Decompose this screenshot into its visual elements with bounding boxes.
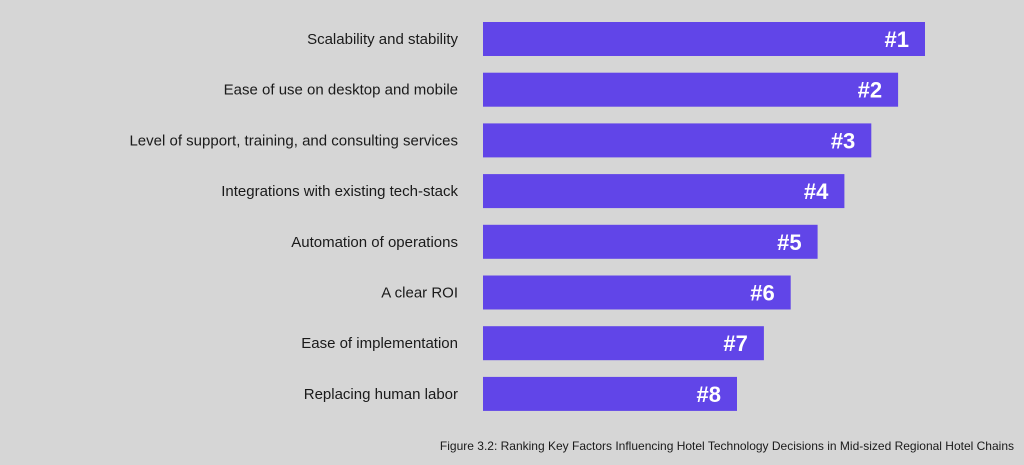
- category-label-4: Integrations with existing tech-stack: [221, 183, 458, 200]
- category-label-3: Level of support, training, and consulti…: [129, 132, 458, 149]
- rank-label-8: #8: [697, 382, 721, 407]
- rank-label-6: #6: [750, 281, 774, 306]
- category-label-2: Ease of use on desktop and mobile: [224, 82, 458, 99]
- category-label-1: Scalability and stability: [307, 31, 458, 48]
- rank-label-5: #5: [777, 230, 801, 255]
- category-label-8: Replacing human labor: [304, 386, 458, 403]
- bar-7: [483, 326, 764, 361]
- rank-label-3: #3: [831, 128, 855, 153]
- bar-2: [483, 72, 899, 107]
- bar-1: [483, 22, 925, 56]
- rank-label-4: #4: [804, 179, 829, 204]
- category-labels-group: Scalability and stability Ease of use on …: [129, 31, 458, 403]
- bar-4: [483, 174, 845, 209]
- bar-8: [483, 376, 737, 411]
- rank-label-7: #7: [723, 331, 747, 356]
- category-label-5: Automation of operations: [291, 234, 458, 251]
- rank-labels-group: #1 #2#3 #4 #5 #6#7 #8: [697, 27, 909, 407]
- bars-group: [483, 22, 925, 411]
- bar-5: [483, 224, 818, 259]
- bar-6: [483, 275, 791, 310]
- category-label-6: A clear ROI: [381, 285, 458, 302]
- rank-label-1: #1: [885, 27, 909, 52]
- figure-caption: Figure 3.2: Ranking Key Factors Influenc…: [439, 439, 1014, 453]
- bar-3: [483, 123, 872, 158]
- category-label-7: Ease of implementation: [301, 335, 458, 352]
- rank-label-2: #2: [858, 78, 882, 103]
